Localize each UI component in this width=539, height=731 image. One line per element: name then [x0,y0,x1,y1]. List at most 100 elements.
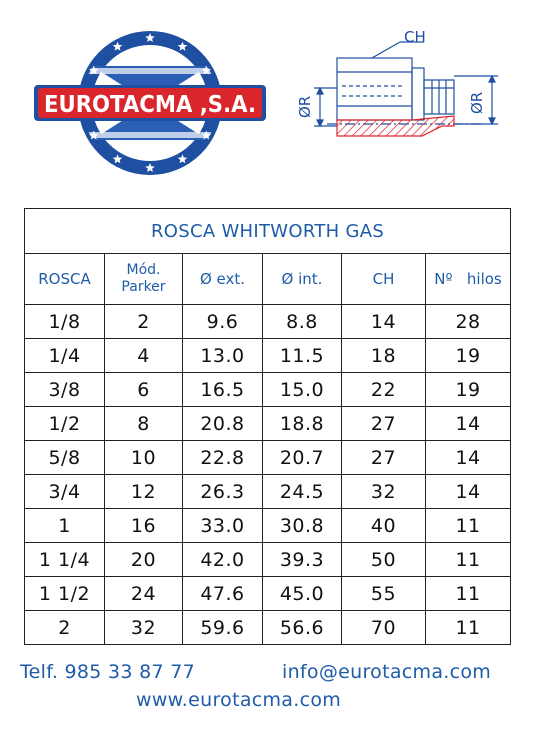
star-ring [89,33,211,172]
star-icon [201,65,211,75]
star-icon [89,65,99,75]
header-mod-line1: Mód. [126,262,161,278]
header-mod-line2: Parker [121,279,166,295]
table-row: 1 16 33.0 30.8 40 11 [24,508,512,543]
cell-mod-parker: 6 [104,372,183,407]
cell-hilos: 19 [424,338,512,373]
header-hilos-label: hilos [466,269,502,288]
cell-int: 18.8 [262,406,342,441]
cell-int: 56.6 [262,610,342,645]
table-row: 1/4 4 13.0 11.5 18 19 [24,338,512,373]
header-hilos-no: Nº [434,269,453,288]
cell-ext: 22.8 [182,440,263,475]
cell-ext: 9.6 [182,304,263,339]
table-row: 3/4 12 26.3 24.5 32 14 [24,474,512,509]
table-row: 1/8 2 9.6 8.8 14 28 [24,304,512,339]
fitting-cross-section-diagram: CH ØR ØR [296,28,498,137]
cell-mod-parker: 2 [104,304,183,339]
header-hilos: Nº hilos [424,253,512,305]
cell-ch: 50 [341,542,426,577]
table-row: 1/2 8 20.8 18.8 27 14 [24,406,512,441]
whitworth-thread-table: ROSCA WHITWORTH GAS ROSCA Mód. Parker Ø … [23,208,512,645]
header-ext: Ø ext. [182,253,263,305]
cell-hilos: 28 [424,304,512,339]
header-int: Ø int. [262,253,342,305]
cell-ch: 22 [341,372,426,407]
cell-ext: 59.6 [182,610,263,645]
cell-rosca: 5/8 [24,440,105,475]
star-icon [112,154,123,164]
contact-phone: Telf. 985 33 87 77 [20,661,196,683]
table-row: 1 1/2 24 47.6 45.0 55 11 [24,576,512,611]
contact-website[interactable]: www.eurotacma.com [136,689,342,711]
header-rosca: ROSCA [24,253,105,305]
cell-rosca: 1/2 [24,406,105,441]
cell-int: 24.5 [262,474,342,509]
cell-rosca: 1/4 [24,338,105,373]
table-header-row: ROSCA Mód. Parker Ø ext. Ø int. CH Nº hi… [24,253,512,305]
star-icon [177,41,188,51]
star-icon [89,130,99,140]
eurotacma-logo: EUROTACMA ,S.A. [34,31,266,175]
table-row: 2 32 59.6 56.6 70 11 [24,610,512,645]
cell-hilos: 11 [424,610,512,645]
star-icon [112,41,123,51]
cell-mod-parker: 24 [104,576,183,611]
header-ch: CH [341,253,426,305]
cell-mod-parker: 16 [104,508,183,543]
cell-mod-parker: 8 [104,406,183,441]
cell-ext: 47.6 [182,576,263,611]
cell-rosca: 1 1/4 [24,542,105,577]
cell-int: 11.5 [262,338,342,373]
cell-rosca: 1 1/2 [24,576,105,611]
cell-ch: 27 [341,406,426,441]
contact-email[interactable]: info@eurotacma.com [282,661,492,683]
cell-ext: 42.0 [182,542,263,577]
cell-rosca: 1 [24,508,105,543]
cell-int: 20.7 [262,440,342,475]
star-icon [177,154,188,164]
table-row: 1 1/4 20 42.0 39.3 50 11 [24,542,512,577]
cell-rosca: 3/8 [24,372,105,407]
table-row: 3/8 6 16.5 15.0 22 19 [24,372,512,407]
cell-rosca: 1/8 [24,304,105,339]
logo-wordmark: EUROTACMA ,S.A. [44,92,256,118]
star-icon [145,163,155,172]
diameter-label-right: ØR [468,92,486,114]
cell-mod-parker: 12 [104,474,183,509]
ch-label: CH [404,28,426,46]
cell-int: 45.0 [262,576,342,611]
cell-hilos: 14 [424,474,512,509]
cell-ch: 27 [341,440,426,475]
cell-ch: 14 [341,304,426,339]
star-icon [145,33,155,42]
table-row: 5/8 10 22.8 20.7 27 14 [24,440,512,475]
cell-int: 8.8 [262,304,342,339]
header-mod-parker: Mód. Parker [104,253,183,305]
cell-ext: 20.8 [182,406,263,441]
cell-ext: 13.0 [182,338,263,373]
cell-mod-parker: 32 [104,610,183,645]
cell-hilos: 11 [424,542,512,577]
cell-ch: 70 [341,610,426,645]
table-title: ROSCA WHITWORTH GAS [23,208,512,254]
cell-int: 30.8 [262,508,342,543]
cell-ch: 18 [341,338,426,373]
cell-mod-parker: 20 [104,542,183,577]
cell-mod-parker: 4 [104,338,183,373]
cell-ch: 40 [341,508,426,543]
cell-hilos: 11 [424,576,512,611]
cell-ext: 16.5 [182,372,263,407]
cell-int: 15.0 [262,372,342,407]
cell-ch: 55 [341,576,426,611]
cell-hilos: 11 [424,508,512,543]
diameter-label-left: ØR [296,96,314,118]
cell-rosca: 3/4 [24,474,105,509]
cell-int: 39.3 [262,542,342,577]
cell-rosca: 2 [24,610,105,645]
cell-ext: 26.3 [182,474,263,509]
cell-hilos: 14 [424,440,512,475]
cell-hilos: 19 [424,372,512,407]
star-icon [201,130,211,140]
cell-hilos: 14 [424,406,512,441]
